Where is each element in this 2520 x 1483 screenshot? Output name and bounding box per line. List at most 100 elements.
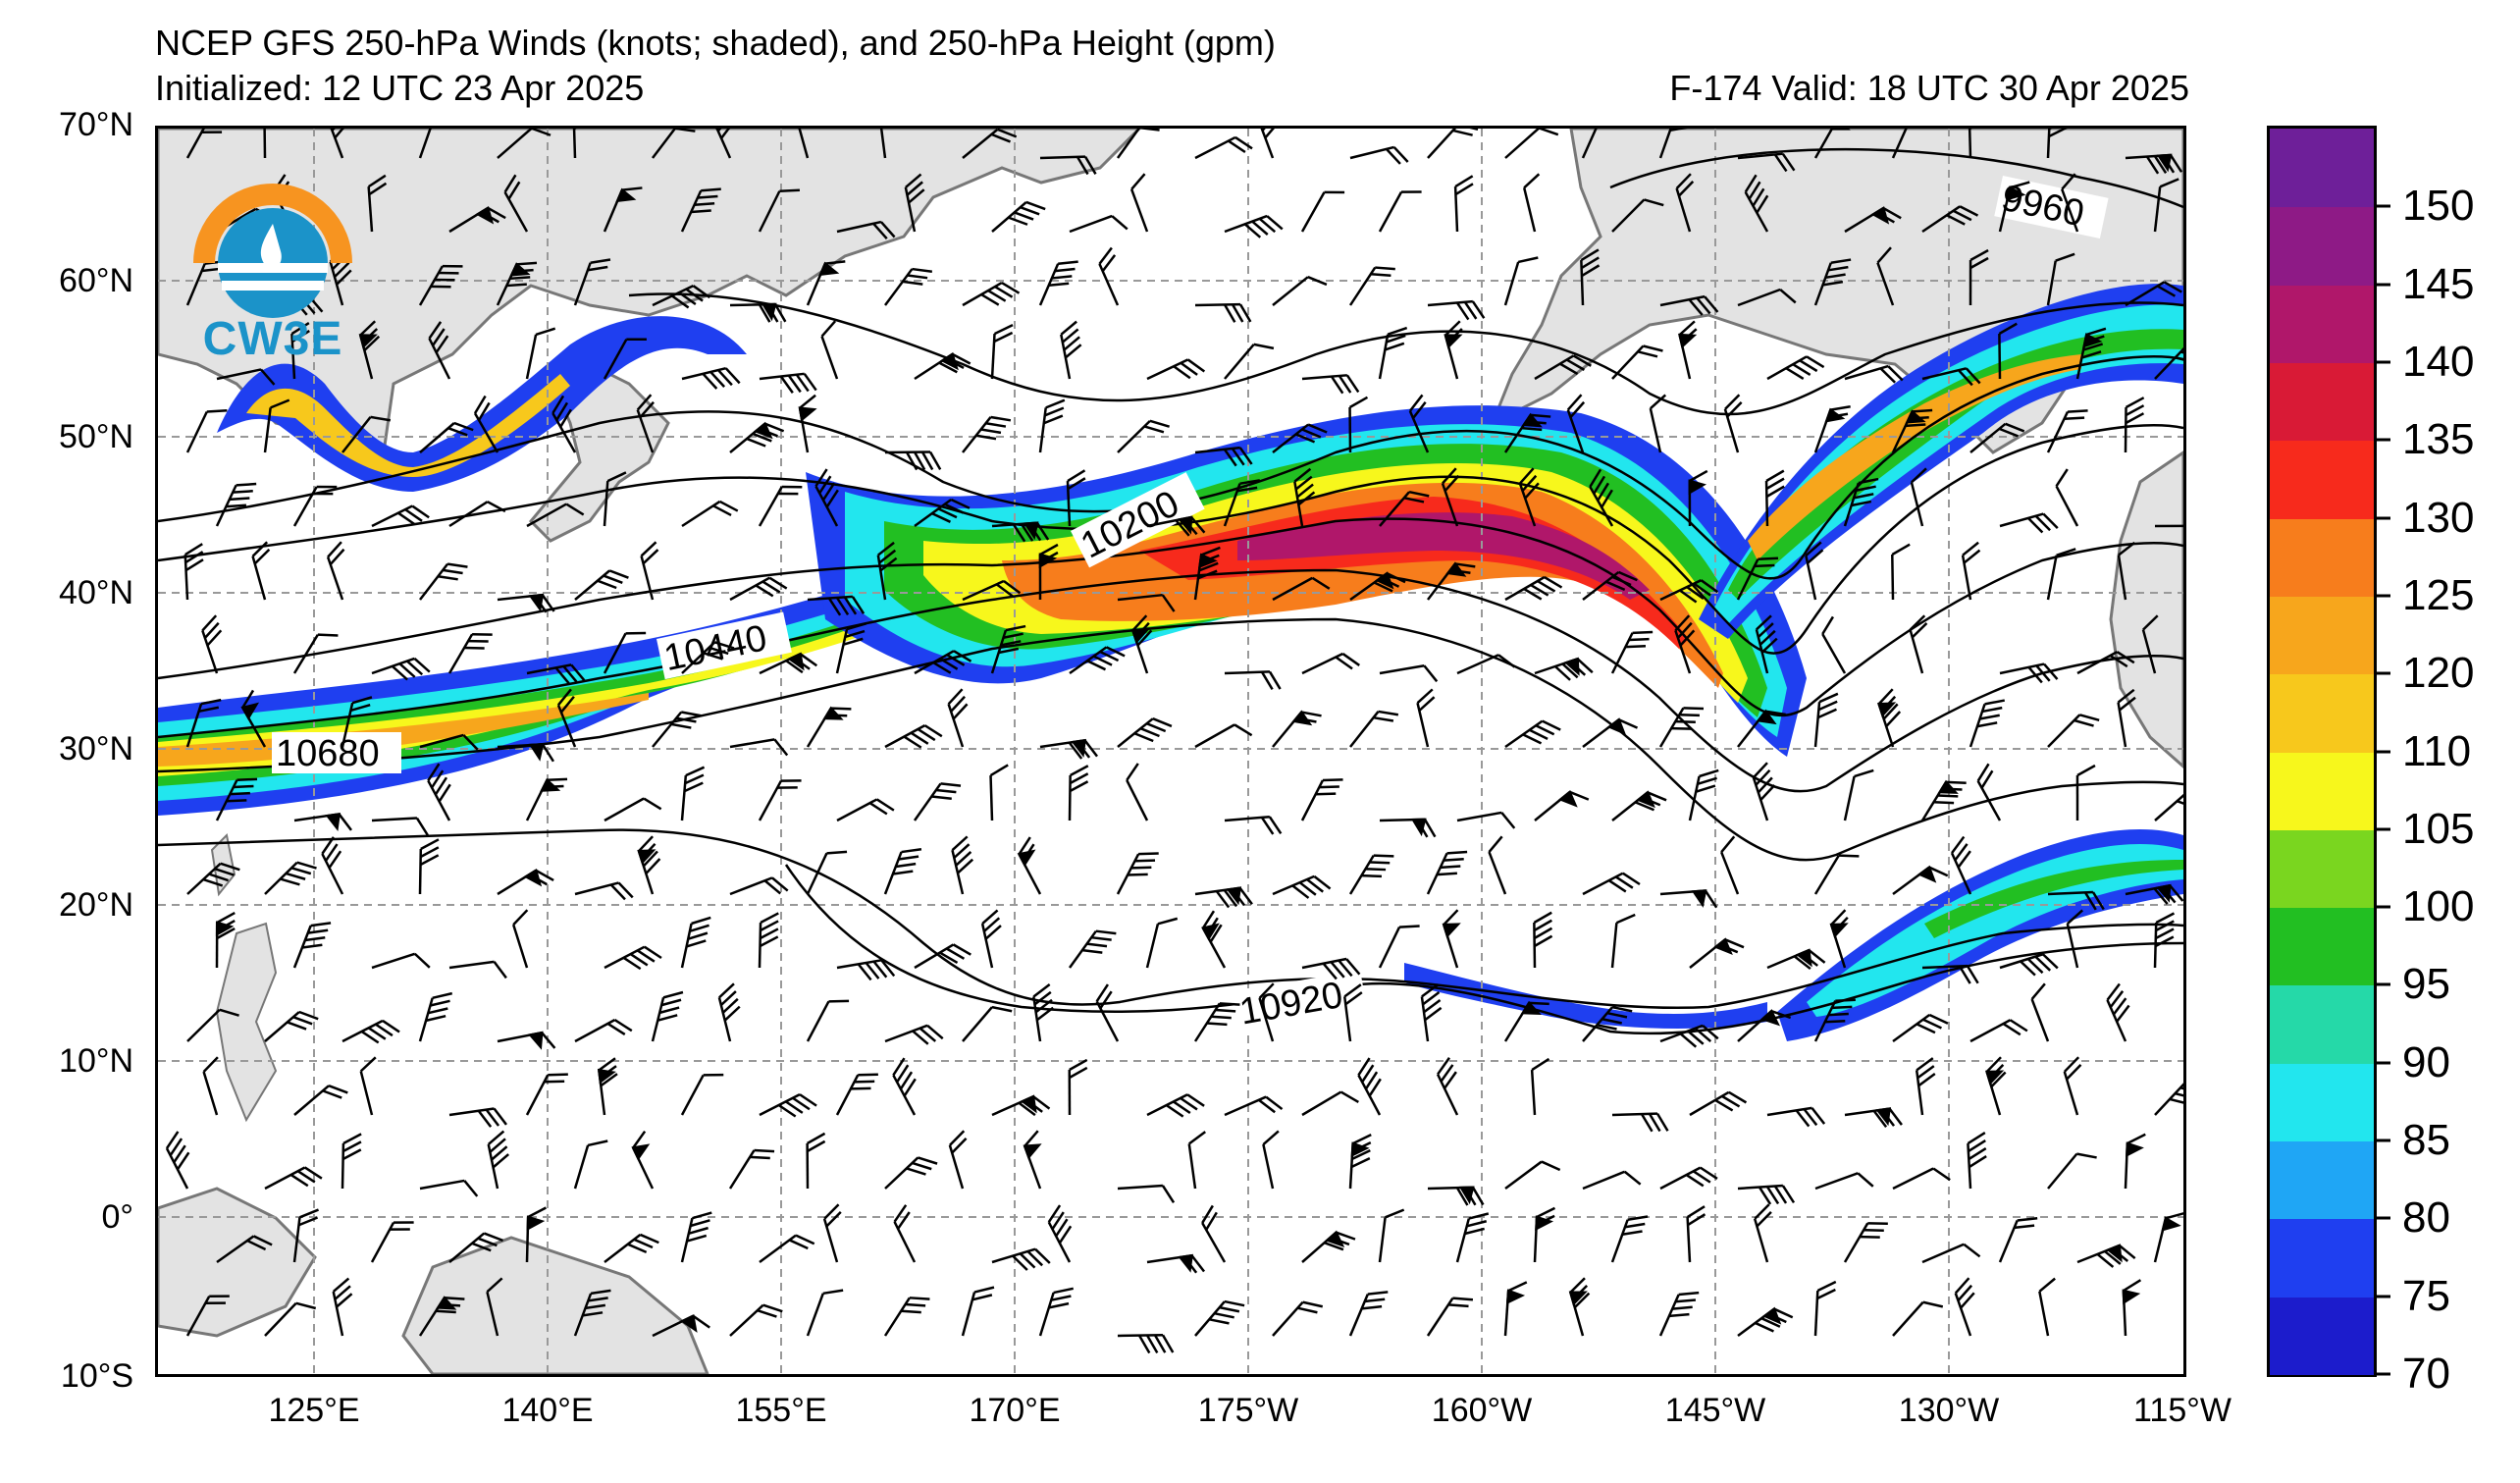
wind-barb	[264, 1166, 323, 1191]
colorbar-tick-label: 150	[2402, 182, 2475, 231]
wind-barb	[709, 129, 735, 159]
colorbar-tick	[2377, 1061, 2390, 1065]
wind-barb	[948, 1130, 968, 1190]
wind-barb	[1194, 135, 1253, 160]
wind-barb	[2061, 173, 2079, 233]
wind-barb	[1146, 1093, 1205, 1118]
wind-barb	[1921, 964, 1979, 984]
wind-barb	[418, 1296, 465, 1337]
colorbar-tick	[2377, 1372, 2390, 1376]
lat-label-30n: 30°N	[59, 730, 133, 768]
wind-barb	[1568, 1277, 1591, 1337]
colorbar-tick-label: 110	[2402, 726, 2472, 775]
colorbar-segment	[2270, 517, 2374, 597]
wind-barb	[1117, 419, 1170, 453]
wind-barb	[251, 541, 271, 601]
wind-barb	[1813, 692, 1839, 748]
wind-barb	[914, 498, 971, 528]
wind-barb	[729, 421, 785, 453]
wind-barb	[876, 541, 898, 601]
lat-label-10s: 10°S	[60, 1357, 133, 1395]
wind-barb	[1813, 258, 1852, 306]
wind-barb	[332, 1277, 353, 1337]
colorbar-segment	[2270, 129, 2374, 208]
wind-barb	[1441, 467, 1460, 527]
wind-barb	[640, 541, 659, 601]
wind-barb	[1427, 129, 1479, 159]
wind-barb	[680, 916, 711, 969]
wind-barb	[1379, 664, 1439, 683]
wind-barb	[1821, 615, 1847, 674]
wind-barb	[1999, 662, 2059, 684]
lon-label-115w: 115°W	[2133, 1392, 2231, 1429]
wind-barb	[2154, 344, 2183, 380]
wind-barb	[1688, 469, 1708, 527]
wind-barb	[1844, 364, 1904, 384]
wind-barb	[512, 909, 529, 969]
wind-barb	[1503, 1281, 1528, 1337]
wind-barb	[1961, 541, 1981, 601]
wind-barb	[1039, 155, 1097, 176]
wind-barb	[794, 129, 810, 159]
colorbar-segment	[2270, 1218, 2374, 1298]
wind-barb	[371, 952, 431, 970]
wind-barb	[1378, 925, 1420, 969]
wind-barb	[1224, 670, 1282, 690]
land-indonesia	[158, 1187, 317, 1338]
wind-barb	[1504, 575, 1563, 602]
wind-barb	[947, 688, 969, 748]
wind-barb	[1985, 1056, 2007, 1116]
wind-barb	[1891, 543, 1911, 601]
wind-barb	[1659, 1024, 1719, 1048]
wind-barb	[2047, 714, 2100, 748]
wind-barb	[1611, 790, 1667, 821]
wind-barb	[758, 912, 779, 969]
wind-barb	[1969, 1019, 2028, 1043]
wind-barb	[1534, 657, 1594, 681]
wind-barb	[652, 711, 702, 748]
wind-barb	[370, 1221, 414, 1263]
colorbar-tick-label: 145	[2402, 259, 2475, 308]
contour-10920	[784, 864, 2183, 1035]
wind-barb	[215, 777, 258, 821]
wind-barb	[525, 1073, 568, 1116]
wind-barb	[418, 991, 453, 1042]
wind-barb	[264, 1010, 319, 1042]
map-panel: 9960 10200 10440 10680 10920	[155, 126, 2186, 1377]
wind-barb	[185, 1295, 230, 1337]
colorbar-segment	[2270, 1140, 2374, 1220]
wind-barb	[2046, 548, 2076, 601]
wind-barb	[1426, 850, 1468, 895]
wind-barb	[419, 733, 479, 751]
wind-barb	[573, 1139, 608, 1190]
wind-barb	[758, 485, 803, 527]
lat-label-50n: 50°N	[59, 418, 133, 455]
wind-barb	[526, 663, 586, 684]
wind-barb	[1737, 152, 1796, 173]
wind-barb	[1117, 1184, 1176, 1203]
wind-barb	[341, 1133, 362, 1190]
wind-barb	[798, 394, 817, 453]
wind-barb	[1969, 248, 1989, 306]
wind-barb	[806, 706, 852, 748]
wind-barb	[1272, 874, 1332, 899]
wind-barb	[1194, 886, 1253, 909]
wind-barb	[1038, 260, 1078, 306]
wind-barb	[806, 1289, 844, 1337]
colorbar-tick	[2377, 360, 2390, 364]
wind-barb	[292, 633, 339, 674]
colorbar-tick-label: 100	[2402, 882, 2475, 931]
wind-barb	[1843, 1222, 1888, 1263]
colorbar-segment	[2270, 284, 2374, 363]
jet-central-purple	[1237, 512, 1650, 600]
wind-barb	[806, 999, 850, 1042]
wind-barb	[293, 1085, 348, 1116]
wind-barb	[1488, 835, 1507, 895]
colorbar-tick-label: 130	[2402, 493, 2475, 542]
colorbar-tick	[2377, 982, 2390, 986]
wind-barb	[2153, 912, 2176, 969]
wind-barb	[1379, 818, 1437, 838]
colorbar-segment	[2270, 907, 2374, 986]
wind-barb	[2046, 129, 2069, 159]
jet-alaska-green	[1728, 329, 2183, 600]
